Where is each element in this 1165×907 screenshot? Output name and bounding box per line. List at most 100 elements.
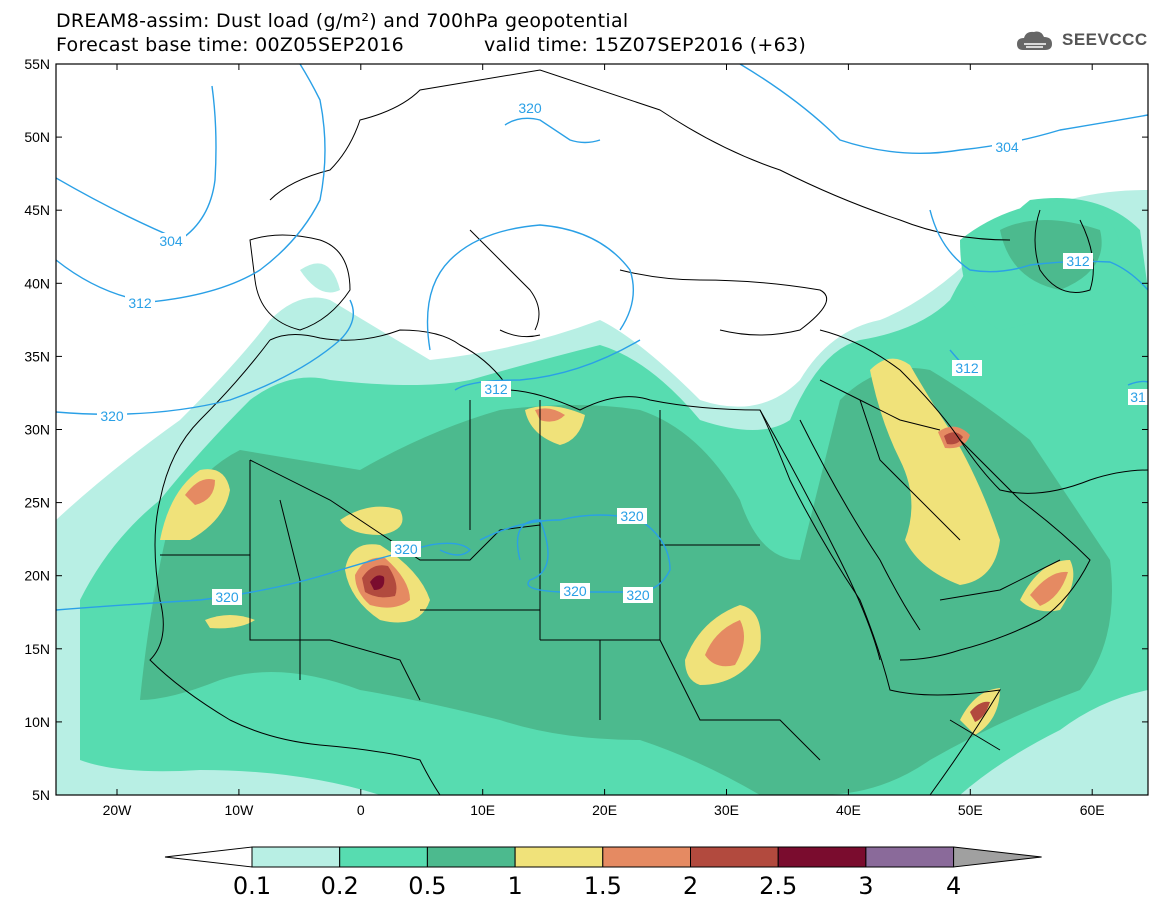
contour-312-east: [929, 209, 1148, 291]
lon-label: 0: [357, 802, 365, 818]
contour-label: 312: [125, 295, 155, 311]
svg-text:312: 312: [955, 360, 979, 376]
colorbar-label: 0.5: [408, 872, 447, 900]
contour-label: 320: [560, 583, 590, 599]
arabia: [819, 329, 1091, 661]
colorbar-low-arrow: [164, 846, 253, 868]
contour-label: 320: [515, 100, 545, 116]
contour-label: 320: [391, 541, 421, 557]
lat-label: 10N: [24, 714, 50, 730]
axis-ticks: [56, 63, 1148, 796]
contour-label: 320: [617, 508, 647, 524]
dust-level-2-somalia: [970, 701, 990, 722]
contour-label: 312: [1063, 253, 1093, 269]
logo-text: SEEVCCC: [1062, 30, 1148, 49]
lon-label: 20E: [592, 802, 617, 818]
colorbar-segment: [865, 846, 955, 868]
svg-text:304: 304: [159, 233, 183, 249]
contour-320-central: [426, 224, 635, 351]
lat-label: 20N: [24, 568, 50, 584]
forecast-times: Forecast base time: 00Z05SEP2016 valid ti…: [56, 34, 806, 56]
geopotential-contours: [56, 64, 1148, 611]
svg-text:320: 320: [394, 541, 418, 557]
latitude-labels: 55N 50N 45N 40N 35N 30N 25N 20N 15N 10N 5N: [24, 56, 50, 803]
svg-text:320: 320: [100, 408, 124, 424]
colorbar-label: 2.5: [759, 872, 798, 900]
colorbar-label: 0.2: [320, 872, 359, 900]
svg-text:320: 320: [518, 100, 542, 116]
contour-320-west: [56, 299, 354, 415]
lon-label: 60E: [1080, 802, 1105, 818]
west-africa-coast: [149, 339, 441, 795]
colorbar-label: 1: [507, 872, 523, 900]
contour-label-group: 304 312 320 320 312 320 320 320 320 320 …: [97, 100, 1148, 605]
svg-text:320: 320: [563, 583, 587, 599]
longitude-labels: 20W 10W 0 10E 20E 30E 40E 50E 60E: [103, 802, 1105, 818]
dust-level-1-arabia: [870, 358, 1000, 585]
colorbar-segment: [426, 846, 516, 868]
colorbar-label: 2: [682, 872, 699, 900]
contour-304-east: [739, 64, 1148, 155]
map-title: DREAM8-assim: Dust load (g/m²) and 700hP…: [56, 10, 629, 32]
dust-level-1-algeria: [340, 506, 403, 535]
svg-text:31: 31: [1130, 389, 1146, 405]
border-2: [279, 499, 821, 761]
contour-label: 320: [97, 408, 127, 424]
svg-text:320: 320: [620, 508, 644, 524]
dust-level-2-kuwait: [944, 432, 963, 445]
dust-level-1.5-oman: [1030, 571, 1068, 606]
dust-level-1.5-sudan: [705, 620, 744, 667]
svg-text:304: 304: [995, 139, 1019, 155]
svg-text:312: 312: [484, 381, 508, 397]
base-time: Forecast base time: 00Z05SEP2016: [56, 34, 404, 56]
lat-label: 50N: [24, 129, 50, 145]
colorbar-segment: [690, 846, 779, 868]
contour-312-central: [454, 339, 641, 391]
lat-label: 30N: [24, 422, 50, 438]
colorbar-label: 4: [945, 872, 962, 900]
contour-label: 304: [156, 233, 186, 249]
svg-text:312: 312: [128, 295, 152, 311]
contour-label: 31: [1128, 389, 1148, 405]
contour-label: 304: [992, 139, 1022, 155]
lon-label: 20W: [103, 802, 133, 818]
lat-label: 15N: [24, 641, 50, 657]
valid-time: valid time: 15Z07SEP2016 (+63): [484, 34, 807, 56]
lon-label: 50E: [958, 802, 983, 818]
svg-text:320: 320: [215, 589, 239, 605]
lon-label: 40E: [836, 802, 861, 818]
greece-turkey: [619, 269, 828, 336]
lat-label: 35N: [24, 348, 50, 364]
contour-304-west: [56, 85, 217, 241]
colorbar-label: 1.5: [583, 872, 622, 900]
lon-label: 10E: [470, 802, 495, 818]
dust-level-0.5: [140, 368, 1112, 795]
colorbar-high-arrow: [953, 846, 1042, 868]
svg-text:320: 320: [626, 587, 650, 603]
lat-label: 40N: [24, 275, 50, 291]
persian-gulf-coast: [959, 439, 1148, 494]
lat-label: 45N: [24, 202, 50, 218]
contour-label: 312: [481, 381, 511, 397]
colorbar-segment: [514, 846, 604, 868]
dust-level-0.1-italy: [300, 263, 340, 293]
contour-320-north: [504, 117, 601, 144]
iberia: [249, 234, 351, 331]
colorbar-label: 3: [858, 872, 874, 900]
contour-label: 320: [623, 587, 653, 603]
europe-coast: [269, 69, 1011, 241]
contour-31-edge: [1127, 380, 1148, 386]
colorbar-segment: [251, 846, 341, 868]
lon-label: 30E: [714, 802, 739, 818]
dust-level-1.5-mauritania: [185, 479, 215, 505]
colorbar-segment: [339, 846, 428, 868]
colorbar-segment: [777, 846, 867, 868]
lat-label: 5N: [32, 787, 50, 803]
dust-level-1.5-libya: [535, 408, 565, 422]
colorbar-label: 0.1: [232, 872, 272, 900]
colorbar-segment: [602, 846, 691, 868]
cloud-logo-icon: [1017, 31, 1052, 50]
africa-coastline: [269, 329, 1001, 795]
lon-label: 10W: [225, 802, 255, 818]
